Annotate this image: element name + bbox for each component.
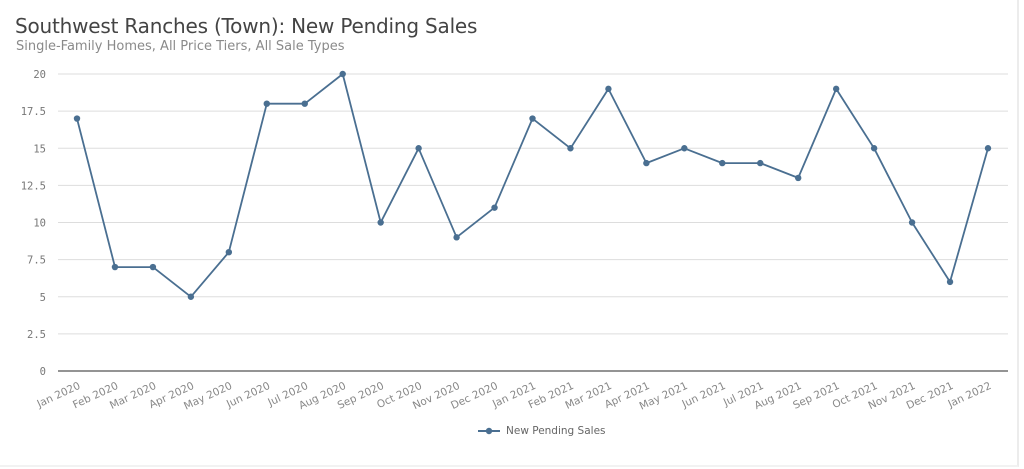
chart-subtitle: Single-Family Homes, All Price Tiers, Al… <box>16 39 345 54</box>
data-point[interactable] <box>111 263 119 271</box>
data-point[interactable] <box>301 100 308 107</box>
y-tick-label: 17.5 <box>21 106 46 118</box>
y-tick-label: 12.5 <box>21 180 46 192</box>
data-point[interactable] <box>415 145 422 152</box>
y-tick-label: 7.5 <box>27 255 46 267</box>
gridlines <box>58 73 1008 372</box>
legend[interactable]: New Pending Sales <box>478 425 606 437</box>
data-point[interactable] <box>377 219 384 226</box>
data-point[interactable] <box>491 204 498 211</box>
chart-title: Southwest Ranches (Town): New Pending Sa… <box>15 14 478 38</box>
data-point[interactable] <box>605 85 612 93</box>
legend-label: New Pending Sales <box>506 425 606 437</box>
x-tick-label: Jan 2022 <box>945 380 993 411</box>
y-tick-label: 20 <box>33 69 46 81</box>
y-tick-label: 2.5 <box>27 329 46 341</box>
data-point[interactable] <box>984 145 992 152</box>
y-axis: 0 2.5 5 7.5 10 12.5 15 17.5 20 <box>21 69 46 378</box>
data-point[interactable] <box>795 174 802 182</box>
data-point[interactable] <box>339 70 346 78</box>
y-tick-label: 15 <box>33 143 46 155</box>
y-tick-label: 10 <box>33 218 46 230</box>
data-point[interactable] <box>453 234 460 241</box>
data-point[interactable] <box>225 249 233 256</box>
data-point[interactable] <box>908 219 916 226</box>
data-point[interactable] <box>757 159 764 167</box>
legend-line-marker-icon <box>478 427 500 435</box>
data-point[interactable] <box>73 115 81 122</box>
data-point[interactable] <box>529 115 536 122</box>
data-point[interactable] <box>870 145 878 152</box>
data-point[interactable] <box>681 145 688 152</box>
data-point[interactable] <box>946 278 954 286</box>
y-tick-label: 5 <box>40 292 46 304</box>
series-new-pending-sales <box>73 70 992 300</box>
data-point[interactable] <box>832 85 840 93</box>
data-point[interactable] <box>719 159 726 167</box>
data-point[interactable] <box>187 293 195 300</box>
data-point[interactable] <box>643 159 650 167</box>
data-point[interactable] <box>263 100 270 107</box>
data-point[interactable] <box>149 263 157 271</box>
data-point[interactable] <box>567 145 574 152</box>
y-tick-label: 0 <box>40 366 46 378</box>
